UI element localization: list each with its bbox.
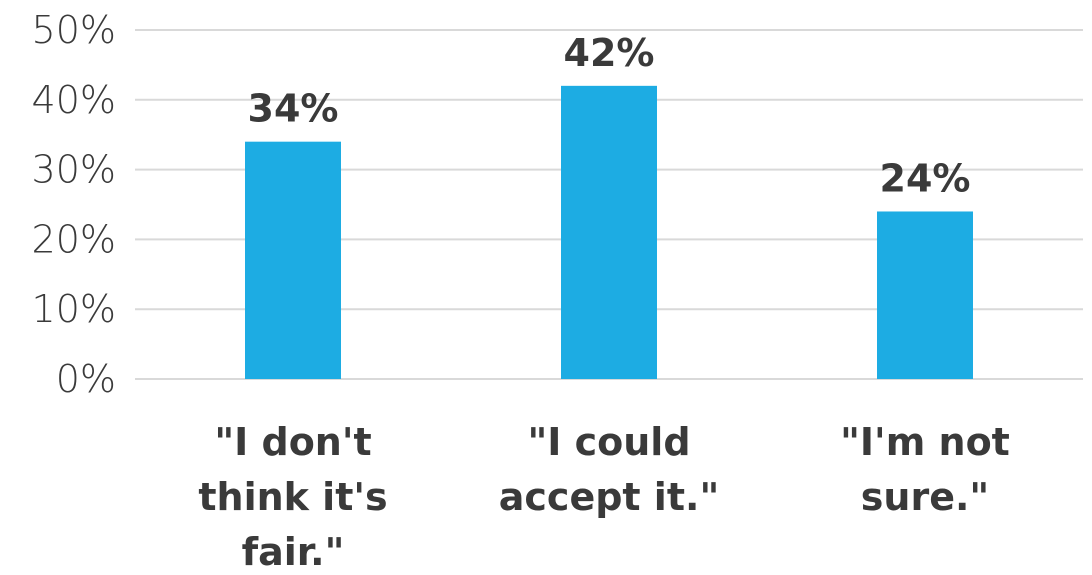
bar [561, 85, 657, 379]
category-label: "I'm not [840, 420, 1010, 464]
data-labels: 34% 42% 24% [248, 31, 971, 201]
y-tick-label: 20% [32, 217, 116, 261]
y-tick-label: 0% [56, 357, 116, 401]
y-tick-label: 30% [32, 148, 116, 192]
bars [245, 85, 973, 379]
bar [245, 141, 341, 379]
category-label: accept it." [499, 475, 720, 519]
category-label: fair." [242, 530, 345, 574]
bar-value-label: 24% [880, 156, 971, 200]
category-label: "I don't [214, 420, 371, 464]
category-label: sure." [861, 475, 989, 519]
bar-value-label: 34% [248, 87, 339, 131]
bar [877, 211, 973, 379]
category-label: think it's [198, 475, 387, 519]
category-label: "I could [527, 420, 690, 464]
y-tick-label: 50% [32, 8, 116, 52]
y-tick-label: 10% [32, 287, 116, 331]
bar-value-label: 42% [564, 31, 655, 75]
y-tick-label: 40% [32, 78, 116, 122]
y-axis-tick-labels: 0% 10% 20% 30% 40% 50% [32, 8, 116, 401]
category-labels: "I don't think it's fair." "I could accept i… [198, 420, 1009, 574]
